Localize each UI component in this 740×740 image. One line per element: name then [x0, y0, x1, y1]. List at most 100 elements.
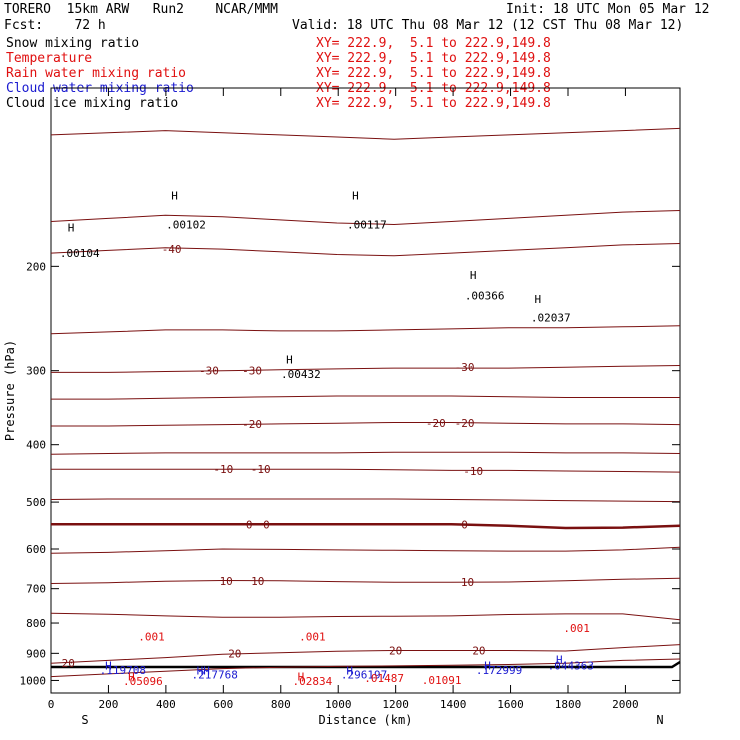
extremum-label: .01487 — [364, 672, 404, 685]
header-init-time: Init: 18 UTC Mon 05 Mar 12 — [506, 2, 710, 17]
legend-entry-xy: XY= 222.9, 5.1 to 222.9,149.8 — [316, 96, 551, 111]
legend-entry-name: Cloud ice mixing ratio — [6, 96, 179, 111]
isotherm-line — [51, 422, 681, 427]
y-tick-label: 300 — [26, 365, 46, 378]
isotherm-label: -10 — [463, 465, 483, 478]
legend-entry-name: Snow mixing ratio — [6, 36, 140, 51]
y-tick-label: 600 — [26, 543, 46, 556]
extremum-label: .02834 — [292, 675, 332, 688]
isotherm-line — [50, 658, 681, 678]
x-tick-label: 800 — [271, 698, 291, 711]
isotherm-label: 20 — [389, 644, 402, 657]
isotherm-label: -30 — [199, 365, 219, 378]
legend-entry-xy: XY= 222.9, 5.1 to 222.9,149.8 — [316, 36, 551, 51]
isotherm-line — [51, 468, 681, 473]
extremum-label: .001 — [299, 631, 326, 644]
x-tick-label: 600 — [213, 698, 233, 711]
extremum-label: .00366 — [465, 290, 505, 303]
extremum-label: .119708 — [100, 664, 146, 677]
extremum-label: .00102 — [166, 219, 206, 232]
isotherm-label: -10 — [213, 463, 233, 476]
isotherm-line — [50, 498, 681, 503]
isotherm-label: -30 — [242, 365, 262, 378]
x-tick-label: 400 — [156, 698, 176, 711]
legend-entry-xy: XY= 222.9, 5.1 to 222.9,149.8 — [316, 51, 551, 66]
x-tick-label: 1800 — [555, 698, 582, 711]
x-tick-label: 1600 — [497, 698, 524, 711]
isotherm-line — [50, 127, 681, 140]
header-model-run: TORERO 15km ARW Run2 NCAR/MMM — [4, 2, 278, 17]
extremum-label: H — [128, 671, 135, 684]
y-tick-label: 1000 — [20, 674, 47, 687]
isotherm-label: 10 — [220, 575, 233, 588]
x-tick-label: 1400 — [440, 698, 467, 711]
isotherm-line — [51, 395, 680, 400]
isotherm-line — [50, 612, 681, 621]
isotherm-line — [50, 451, 681, 455]
extremum-label: H — [346, 664, 353, 677]
x-tick-label: 1200 — [382, 698, 409, 711]
isotherm-label: -20 — [242, 418, 262, 431]
isotherm-line — [50, 325, 681, 335]
isotherm-label: 20 — [472, 644, 485, 657]
extremum-label: H — [352, 190, 359, 203]
extremum-label: H — [68, 222, 75, 235]
isotherm-label: -30 — [455, 361, 475, 374]
legend-entry-name: Temperature — [6, 51, 93, 66]
extremum-label: .00117 — [347, 219, 387, 232]
x-tick-label: 200 — [99, 698, 119, 711]
isotherm-label: -40 — [162, 243, 182, 256]
legend-entry-xy: XY= 222.9, 5.1 to 222.9,149.8 — [316, 66, 551, 81]
isotherm-label: -10 — [251, 463, 271, 476]
extremum-label: .00432 — [281, 368, 321, 381]
plot-frame — [50, 87, 681, 694]
extremum-label: .217768 — [192, 669, 238, 682]
y-tick-label: 800 — [26, 617, 46, 630]
legend-entry-name: Rain water mixing ratio — [6, 66, 187, 81]
isotherm-line — [51, 523, 681, 530]
extremum-label: .001 — [563, 622, 590, 635]
extremum-label: .00104 — [60, 247, 100, 260]
x-end-label-north: N — [656, 713, 663, 727]
extremum-label: H — [286, 353, 293, 366]
isotherm-label: -20 — [455, 417, 475, 430]
isotherm-line — [50, 644, 681, 664]
y-axis-title: Pressure (hPa) — [3, 340, 17, 441]
isotherm-line — [50, 210, 681, 226]
y-tick-label: 900 — [26, 647, 46, 660]
isotherm-line — [50, 243, 681, 257]
extremum-label: H — [105, 659, 112, 672]
y-tick-label: 700 — [26, 583, 46, 596]
isotherm-label: 0 — [246, 518, 253, 531]
y-tick-label: 400 — [26, 439, 46, 452]
extremum-label: H — [484, 659, 491, 672]
extremum-label: H — [556, 654, 563, 667]
isotherm-label: 10 — [251, 575, 264, 588]
extremum-label: .05096 — [123, 675, 163, 688]
extremum-label: H — [535, 293, 542, 306]
extremum-label: H — [470, 269, 477, 282]
extremum-label: H — [298, 671, 305, 684]
y-tick-label: 500 — [26, 496, 46, 509]
isotherm-line — [50, 546, 681, 554]
isotherm-label: 0 — [263, 518, 270, 531]
extremum-label: .001 — [138, 631, 165, 644]
terrain-line — [51, 660, 681, 669]
extremum-label: H — [171, 190, 178, 203]
isotherm-label: 0 — [461, 518, 468, 531]
isotherm-label: -20 — [426, 417, 446, 430]
isotherm-label: 20 — [62, 657, 75, 670]
x-end-label-south: S — [81, 713, 88, 727]
isotherm-label: 20 — [228, 647, 241, 660]
extremum-label: .172999 — [476, 664, 522, 677]
extremum-label: .01091 — [422, 674, 462, 687]
x-axis-title: Distance (km) — [319, 713, 413, 727]
y-tick-label: 200 — [26, 260, 46, 273]
isotherm-line — [51, 365, 681, 373]
header-forecast-hour: Fcst: 72 h — [4, 18, 106, 33]
extremum-label: .044363 — [548, 659, 594, 672]
x-tick-label: 1000 — [325, 698, 352, 711]
header-valid-time: Valid: 18 UTC Thu 08 Mar 12 (12 CST Thu … — [292, 18, 684, 33]
extremum-label: .02037 — [531, 312, 571, 325]
isotherm-label: 10 — [461, 576, 474, 589]
